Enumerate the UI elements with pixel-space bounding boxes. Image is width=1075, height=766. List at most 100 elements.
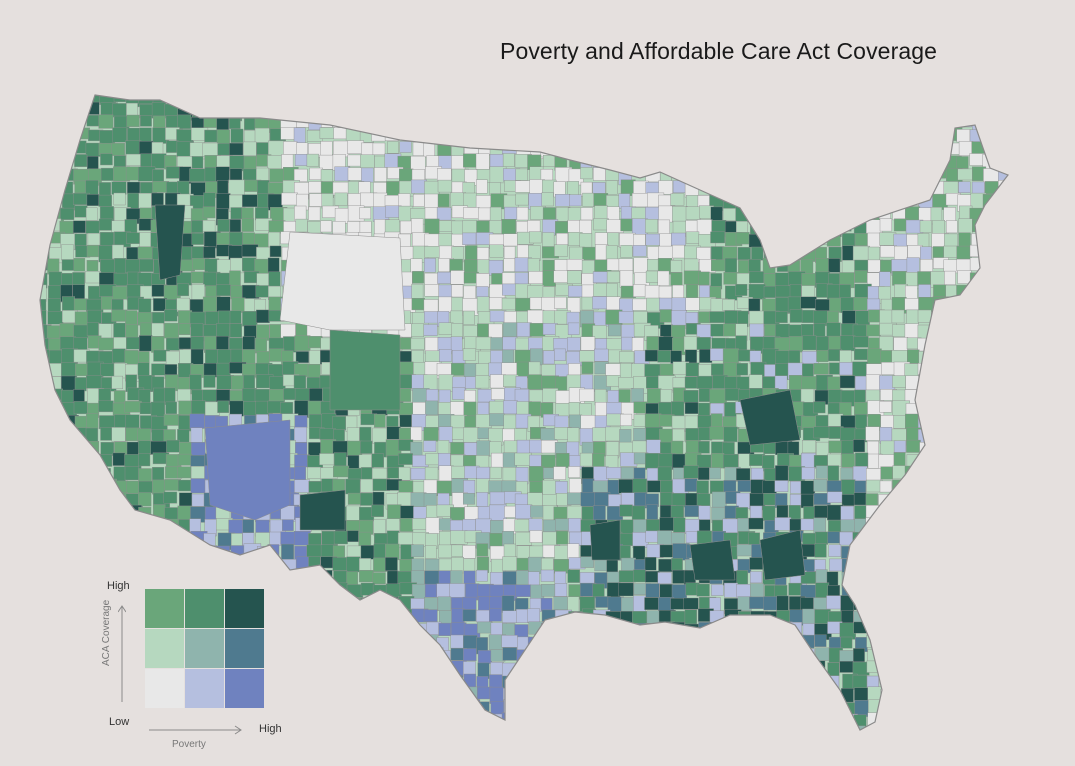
county-cell bbox=[99, 505, 115, 519]
county-cell bbox=[568, 285, 583, 298]
county-cell bbox=[515, 115, 530, 128]
county-cell bbox=[918, 180, 932, 196]
county-cell bbox=[970, 636, 984, 649]
county-cell bbox=[255, 103, 272, 120]
county-cell bbox=[840, 335, 856, 352]
county-cell bbox=[802, 701, 814, 717]
county-cell bbox=[191, 156, 204, 169]
county-cell bbox=[384, 195, 400, 208]
county-cell bbox=[917, 701, 935, 717]
county-cell bbox=[646, 675, 660, 688]
county-cell bbox=[970, 675, 983, 691]
county-cell bbox=[891, 102, 906, 116]
county-cell bbox=[931, 426, 944, 442]
county-cell bbox=[710, 348, 726, 361]
county-cell bbox=[904, 519, 918, 538]
county-cell bbox=[100, 167, 116, 181]
county-cell bbox=[984, 635, 999, 650]
county-cell bbox=[40, 219, 48, 234]
county-cell bbox=[971, 545, 988, 560]
county-cell bbox=[724, 167, 737, 184]
county-cell bbox=[657, 154, 672, 172]
county-cell bbox=[645, 218, 658, 234]
county-cell bbox=[711, 726, 729, 730]
county-cell bbox=[865, 156, 881, 171]
county-cell bbox=[40, 544, 51, 557]
county-cell bbox=[555, 662, 569, 679]
county-cell bbox=[842, 169, 855, 185]
county-cell bbox=[814, 714, 826, 730]
county-cell bbox=[880, 182, 895, 199]
county-cell bbox=[411, 662, 428, 676]
county-cell bbox=[308, 713, 322, 730]
county-cell bbox=[645, 114, 663, 130]
county-cell bbox=[853, 492, 867, 506]
county-cell bbox=[709, 388, 727, 405]
county-cell bbox=[62, 546, 78, 561]
county-cell bbox=[502, 647, 518, 661]
county-cell bbox=[308, 597, 325, 612]
county-cell bbox=[854, 206, 867, 222]
county-cell bbox=[618, 688, 631, 703]
county-cell bbox=[918, 635, 933, 653]
county-cell bbox=[854, 480, 867, 495]
county-cell bbox=[423, 324, 438, 337]
county-cell bbox=[569, 414, 583, 430]
county-cell bbox=[423, 102, 441, 120]
county-cell bbox=[490, 350, 505, 365]
county-cell bbox=[373, 728, 387, 730]
county-cell bbox=[72, 95, 90, 106]
county-cell bbox=[111, 375, 123, 390]
county-cell bbox=[554, 545, 570, 561]
county-cell bbox=[61, 116, 78, 133]
county-cell bbox=[463, 427, 480, 443]
county-cell bbox=[709, 286, 722, 299]
county-cell bbox=[777, 219, 792, 237]
county-cell bbox=[112, 452, 126, 466]
legend-x-arrow-icon bbox=[149, 725, 242, 735]
county-cell bbox=[672, 660, 690, 676]
county-cell bbox=[867, 543, 881, 557]
county-cell bbox=[399, 141, 412, 153]
county-cell bbox=[555, 390, 571, 405]
county-cell bbox=[48, 531, 64, 547]
county-cell bbox=[346, 624, 359, 641]
county-cell bbox=[60, 621, 78, 636]
county-cell bbox=[438, 687, 454, 702]
county-cell bbox=[190, 442, 206, 456]
county-cell bbox=[47, 725, 62, 730]
county-cell bbox=[581, 361, 594, 374]
county-cell bbox=[371, 467, 388, 480]
county-cell bbox=[386, 426, 401, 440]
county-cell bbox=[789, 309, 803, 323]
county-cell bbox=[281, 192, 298, 206]
county-cell bbox=[737, 518, 750, 533]
county-cell bbox=[748, 179, 761, 196]
county-cell bbox=[775, 700, 789, 714]
county-cell bbox=[450, 725, 466, 730]
county-cell bbox=[659, 129, 676, 146]
county-cell bbox=[618, 193, 631, 209]
county-cell bbox=[358, 102, 376, 118]
county-cell bbox=[893, 440, 907, 453]
county-cell bbox=[918, 297, 935, 312]
county-cell bbox=[529, 702, 544, 720]
county-cell bbox=[891, 636, 906, 649]
county-cell bbox=[801, 273, 816, 288]
county-cell bbox=[709, 167, 723, 182]
county-cell bbox=[684, 726, 700, 730]
county-cell bbox=[516, 311, 529, 325]
county-cell bbox=[854, 270, 868, 283]
county-cell bbox=[40, 518, 50, 536]
county-cell bbox=[126, 232, 141, 244]
county-cell bbox=[969, 491, 985, 507]
county-cell bbox=[74, 598, 91, 611]
county-cell bbox=[775, 465, 789, 483]
county-cell bbox=[527, 220, 541, 234]
county-cell bbox=[775, 675, 793, 690]
county-cell bbox=[632, 298, 649, 311]
county-cell bbox=[281, 154, 294, 169]
county-cell bbox=[47, 311, 64, 325]
county-cell bbox=[203, 192, 216, 208]
